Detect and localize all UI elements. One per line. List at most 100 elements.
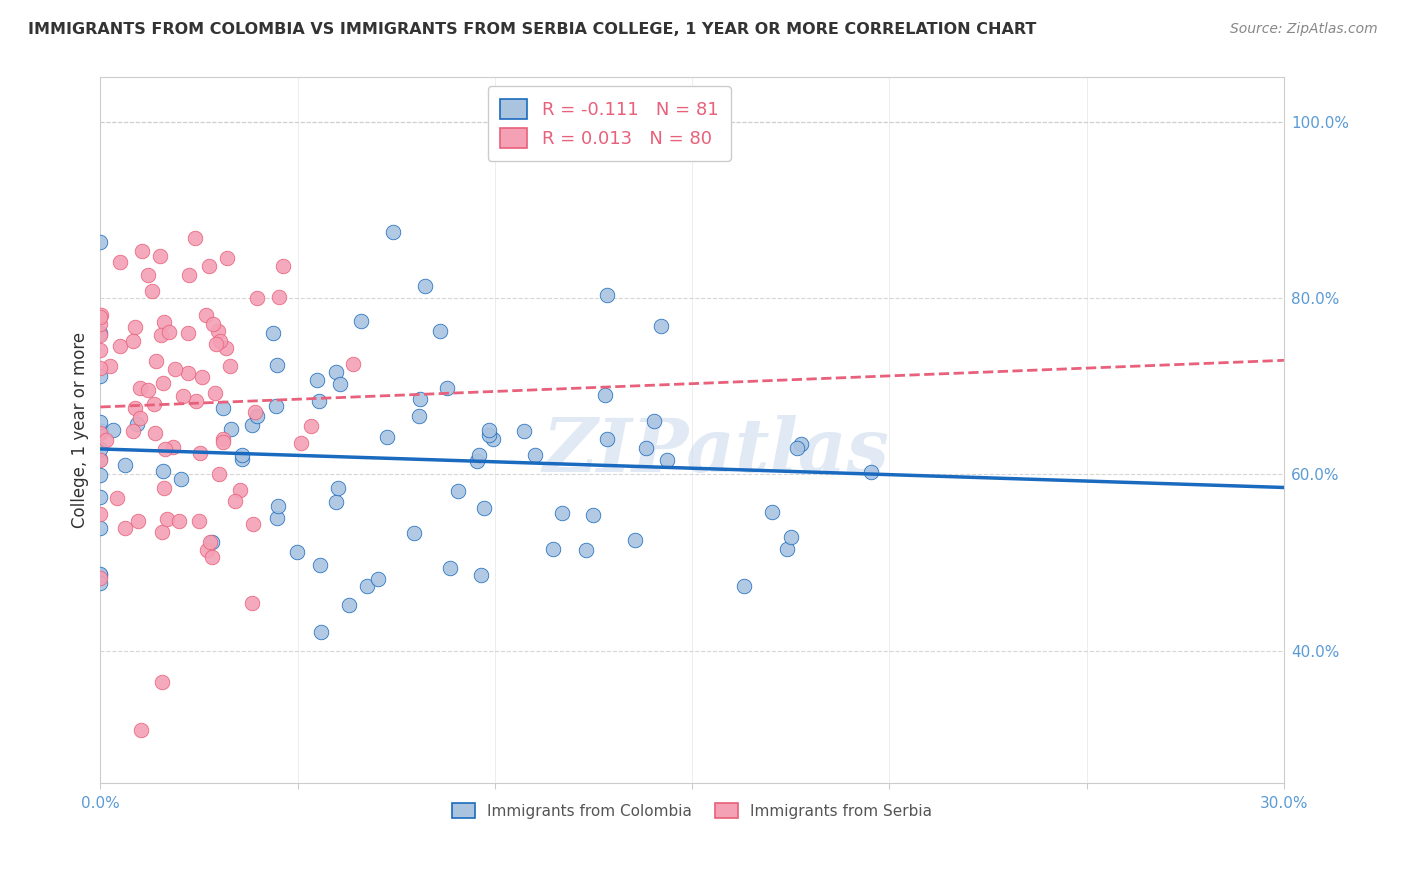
Point (179, 268, 201, 282)
Point (89, 426, 111, 441)
Point (153, 481, 176, 495)
Point (381, 225, 404, 239)
Point (108, 338, 131, 352)
Point (149, 327, 172, 342)
Point (350, 314, 373, 328)
Point (105, 491, 128, 505)
Point (224, 493, 246, 508)
Point (305, 373, 328, 387)
Point (205, 336, 228, 351)
Point (308, 394, 330, 409)
Point (329, 376, 352, 391)
Point (211, 401, 233, 415)
Point (129, 410, 152, 425)
Point (436, 381, 458, 395)
Point (636, 441, 658, 455)
Point (790, 437, 813, 451)
Point (187, 514, 209, 528)
Y-axis label: College, 1 year or more: College, 1 year or more (72, 332, 89, 528)
Point (201, 535, 224, 549)
Point (201, 550, 224, 565)
Point (114, 458, 136, 473)
Point (429, 324, 451, 338)
Point (325, 365, 347, 379)
Point (212, 435, 235, 450)
Point (157, 325, 180, 339)
Point (201, 318, 224, 332)
Point (89, 368, 111, 383)
Point (108, 254, 131, 268)
Point (167, 514, 190, 528)
Point (264, 400, 287, 414)
Point (89, 317, 111, 331)
Point (308, 558, 330, 572)
Point (152, 376, 174, 391)
Point (328, 481, 350, 495)
Point (402, 526, 425, 541)
Point (125, 417, 148, 431)
Point (89, 235, 111, 249)
Point (204, 385, 226, 400)
Point (761, 505, 783, 519)
Point (246, 409, 269, 423)
Point (478, 427, 501, 442)
Point (156, 511, 179, 525)
Point (124, 401, 146, 416)
Point (375, 430, 398, 444)
Point (124, 320, 146, 334)
Point (90, 309, 112, 323)
Point (481, 432, 503, 446)
Point (271, 259, 294, 273)
Point (145, 354, 167, 368)
Point (101, 423, 124, 437)
Point (593, 388, 616, 402)
Point (472, 501, 495, 516)
Point (98, 359, 121, 374)
Point (89, 567, 111, 582)
Point (150, 525, 173, 540)
Point (114, 521, 136, 535)
Point (311, 625, 333, 640)
Point (860, 465, 883, 479)
Point (367, 572, 389, 586)
Point (89, 310, 111, 324)
Point (299, 418, 322, 433)
Point (596, 432, 619, 446)
Point (779, 530, 801, 544)
Point (148, 249, 170, 263)
Point (150, 675, 173, 690)
Point (267, 290, 290, 304)
Point (551, 506, 574, 520)
Point (229, 483, 252, 497)
Point (574, 542, 596, 557)
Point (89, 576, 111, 591)
Point (89, 521, 111, 535)
Text: IMMIGRANTS FROM COLOMBIA VS IMMIGRANTS FROM SERBIA COLLEGE, 1 YEAR OR MORE CORRE: IMMIGRANTS FROM COLOMBIA VS IMMIGRANTS F… (28, 22, 1036, 37)
Point (218, 359, 240, 373)
Point (209, 334, 232, 348)
Point (89, 361, 111, 376)
Point (131, 244, 153, 258)
Point (217, 252, 239, 266)
Point (786, 441, 808, 455)
Point (207, 324, 229, 338)
Point (177, 366, 200, 380)
Point (657, 453, 679, 467)
Point (541, 542, 564, 557)
Point (325, 495, 347, 509)
Point (219, 422, 242, 436)
Point (733, 579, 755, 593)
Text: ZIPatlas: ZIPatlas (543, 415, 889, 488)
Point (177, 326, 200, 341)
Point (212, 432, 235, 446)
Point (582, 508, 605, 522)
Point (89, 467, 111, 482)
Point (162, 440, 184, 454)
Point (122, 334, 145, 349)
Point (127, 514, 149, 528)
Point (184, 231, 207, 245)
Point (191, 370, 214, 384)
Point (356, 579, 378, 593)
Point (153, 315, 176, 329)
Point (246, 291, 269, 305)
